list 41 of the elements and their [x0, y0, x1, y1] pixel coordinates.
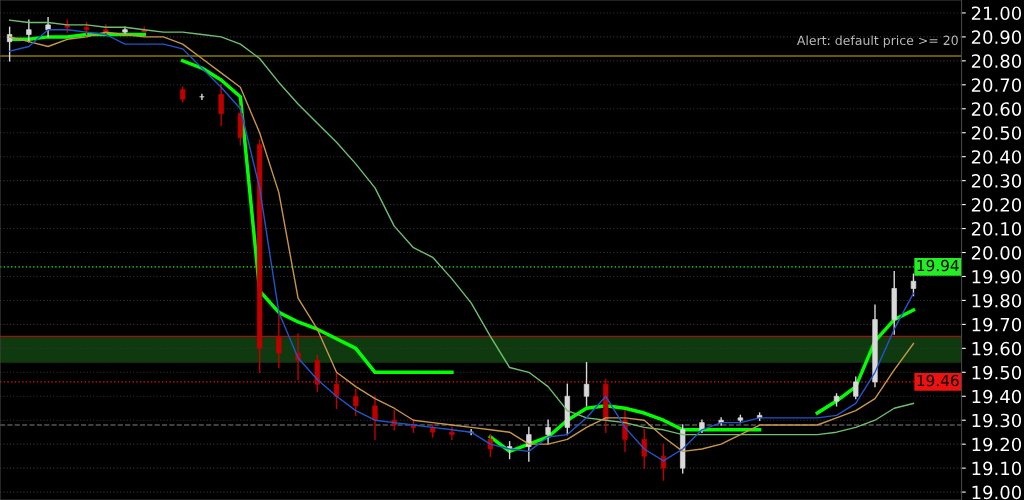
- y-tick-label: 19.60: [972, 341, 1022, 356]
- y-tick-label: 19.00: [972, 485, 1022, 500]
- y-tick-label: 20.70: [971, 78, 1022, 92]
- y-tick-label: 19.70: [972, 317, 1022, 332]
- y-tick-label: 19.10: [972, 461, 1022, 476]
- y-tick-label: 19.30: [972, 413, 1022, 428]
- candlestick: [526, 426, 532, 462]
- y-tick-label: 20.60: [971, 102, 1022, 116]
- candlestick: [314, 354, 320, 393]
- candlestick: [218, 84, 224, 127]
- candlestick: [237, 105, 244, 146]
- y-tick-label: 19.80: [972, 293, 1022, 308]
- ref-line-label: 19.46: [917, 374, 959, 387]
- y-tick-label: 20.00: [971, 245, 1022, 260]
- candlestick: [910, 273, 917, 297]
- y-tick-label: 20.40: [971, 150, 1022, 164]
- candlestick: [353, 388, 359, 417]
- y-tick-label: 21.00: [971, 6, 1022, 21]
- y-tick-label: 20.50: [971, 126, 1022, 140]
- candlestick: [583, 362, 590, 407]
- y-tick-label: 19.90: [972, 269, 1022, 284]
- y-tick-label: 19.40: [972, 389, 1022, 404]
- y-tick-label: 20.80: [971, 54, 1022, 68]
- candlestick: [276, 311, 282, 369]
- candlestick: [487, 433, 494, 457]
- candlestick: [449, 426, 455, 441]
- y-tick-label: 20.30: [971, 174, 1022, 188]
- candlestick: [641, 429, 647, 469]
- y-tick-label: 19.20: [972, 437, 1022, 452]
- candlestick: [6, 26, 13, 62]
- annotation: Alert: default price >= 20: [796, 35, 958, 48]
- y-tick-label: 20.90: [971, 30, 1022, 45]
- candlestick: [26, 19, 32, 43]
- y-tick-label: 19.50: [972, 365, 1022, 380]
- y-tick-label: 20.10: [971, 222, 1022, 236]
- candlestick: [545, 419, 551, 445]
- candlestick: [372, 395, 378, 441]
- ref-line-label: 19.94: [917, 259, 959, 272]
- candlestick: [853, 376, 859, 400]
- candlestick: [45, 17, 51, 38]
- y-tick-label: 20.20: [971, 198, 1022, 212]
